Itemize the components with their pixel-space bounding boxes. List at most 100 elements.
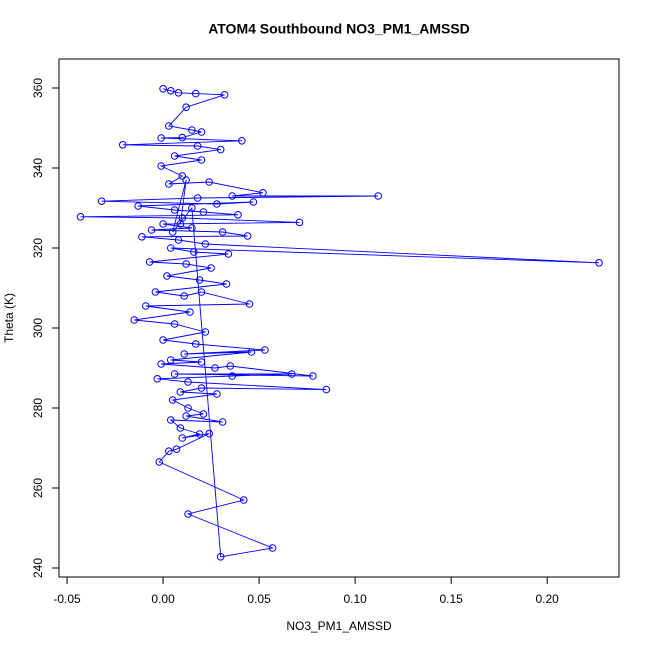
data-point [174,236,183,244]
data-point [243,232,252,240]
data-point [184,510,192,518]
data-point [197,288,206,296]
data-point [238,137,246,145]
data-point [191,340,200,348]
data-point [184,404,192,412]
x-tick-label: 0.05 [247,592,271,606]
data-point [374,192,382,200]
data-point [174,89,183,97]
data-point [168,228,177,236]
data-point [228,372,237,380]
y-tick-label: 240 [31,558,45,578]
data-point [186,308,194,316]
data-point [166,244,175,252]
x-axis-label: NO3_PM1_AMSSD [286,619,392,633]
data-point [182,103,190,111]
data-point [216,553,225,561]
y-axis-label: Theta (K) [2,293,16,343]
data-point [287,370,296,378]
y-tick-label: 340 [31,158,45,178]
data-point [178,172,187,180]
data-point [165,122,173,130]
data-point [224,250,233,258]
x-tick-label: 0.10 [343,592,367,606]
x-tick-label: 0.00 [151,592,175,606]
data-point [170,370,179,378]
data-point [130,316,139,324]
data-point [159,220,167,228]
data-point [322,385,331,394]
data-point [147,226,156,234]
data-point [159,85,167,93]
data-point [220,91,229,99]
data-point [188,204,196,212]
data-point [197,156,206,164]
data-point [216,145,225,154]
data-point [247,348,256,356]
data-point [170,152,179,160]
plot-frame [58,58,620,578]
data-point [259,189,267,197]
data-point [76,213,85,221]
data-point [239,496,248,504]
data-point [166,87,175,95]
data-point [134,202,142,210]
data-point [295,218,304,227]
data-point [205,178,213,186]
data-point [226,362,235,370]
data-point [166,356,175,364]
data-point [197,128,206,136]
data-point [176,220,185,228]
data-point [159,336,167,344]
data-point [207,264,215,272]
data-point [211,364,219,372]
data-point [138,233,146,241]
data-point [234,211,242,219]
data-point [195,276,204,284]
data-point [188,126,196,134]
data-point [155,458,164,466]
data-point [218,228,227,236]
y-tick-label: 360 [31,78,45,98]
data-point [153,375,162,383]
data-point [228,192,237,200]
data-point [190,248,198,256]
data-point [170,206,179,214]
x-tick-label: -0.05 [53,592,81,606]
data-point [176,424,185,432]
data-point [182,176,190,184]
data-point [163,272,171,280]
data-point [222,280,231,288]
data-point [157,162,165,170]
data-point [197,384,206,392]
data-point [595,259,603,267]
data-point [145,258,154,266]
data-point [213,390,221,398]
data-point [193,194,202,202]
y-tick-label: 280 [31,398,45,418]
data-point [151,288,160,296]
data-point [218,418,227,426]
x-tick-label: 0.15 [439,592,463,606]
y-tick-label: 260 [31,478,45,498]
data-point [165,447,173,456]
data-point [170,320,179,328]
data-point [249,198,258,206]
data-point [205,429,213,438]
data-point [118,141,127,149]
data-point [142,302,150,310]
y-tick-label: 320 [31,238,45,258]
data-point [201,328,210,336]
data-point [157,134,165,142]
data-point [178,434,187,442]
data-point [166,416,175,424]
data-point [201,240,210,248]
data-line [80,88,600,558]
data-point [188,224,196,232]
data-point [178,133,187,142]
data-point [168,396,177,404]
data-point [199,410,208,418]
data-point [245,300,254,308]
